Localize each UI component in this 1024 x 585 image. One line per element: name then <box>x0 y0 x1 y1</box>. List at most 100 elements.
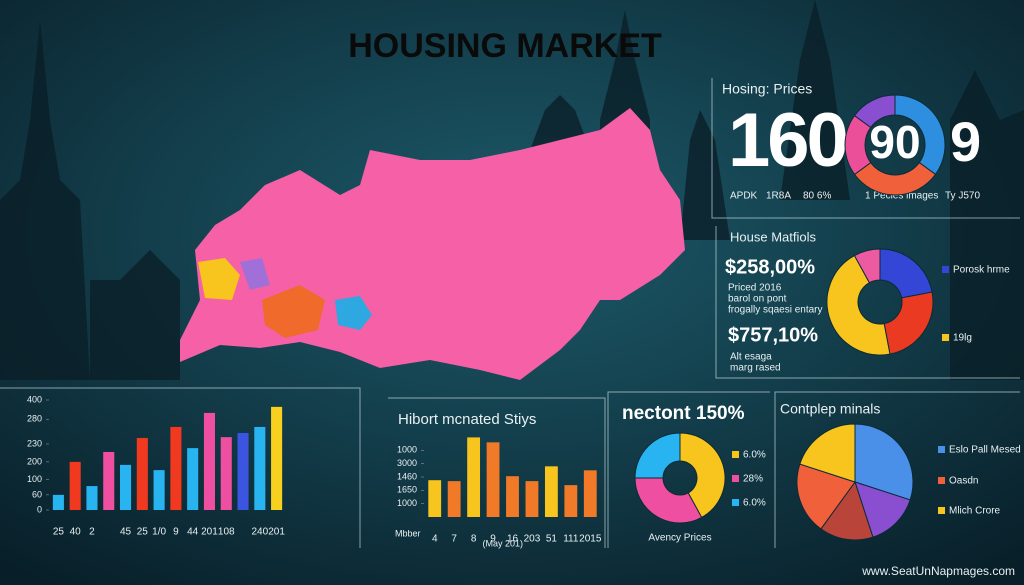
bar <box>506 476 519 517</box>
x-tick-label: 2015 <box>579 534 602 545</box>
x-tick-label: 240 <box>251 527 268 538</box>
bar <box>237 433 249 510</box>
x-tick-label: 201 <box>268 527 285 538</box>
x-tick-label: 203 <box>524 534 541 545</box>
bar <box>447 481 461 517</box>
stat-value: $258,00% <box>725 256 815 278</box>
x-tick-label: 7 <box>451 534 457 545</box>
legend-label: Oasdn <box>949 476 978 487</box>
skyline <box>0 0 1024 380</box>
bar <box>69 461 81 510</box>
x-tick-label: 8 <box>471 534 477 545</box>
y-tick-label: 230 <box>27 438 42 448</box>
x-tick-label: 25 <box>137 527 149 538</box>
bar <box>254 426 266 510</box>
y-tick-label: 60 <box>32 489 42 499</box>
chart-title: Hibort mcnated Stiys <box>398 411 536 428</box>
slice <box>799 423 856 483</box>
bar <box>544 466 558 517</box>
legend-swatch <box>732 451 739 458</box>
stat-label: 1R8A <box>766 191 791 202</box>
legend-label: 28% <box>743 474 763 485</box>
x-tick-label: 2 <box>89 527 95 538</box>
title: HOUSING MARKET <box>348 27 662 65</box>
legend-swatch <box>942 266 949 273</box>
stat-note: marg rased <box>730 363 781 374</box>
bar <box>103 451 115 510</box>
legend-label: Eslo Pall Mesed <box>949 445 1021 456</box>
stat-label: APDK <box>730 191 758 202</box>
chart-title: nectont 150% <box>622 403 745 424</box>
bar <box>564 485 578 517</box>
chart-title: Contplep minals <box>780 401 880 417</box>
legend-label: 19lg <box>953 333 972 344</box>
panel-heading: House Matfiols <box>730 229 816 244</box>
x-tick-label: 51 <box>546 534 558 545</box>
x-tick-label: 16 <box>507 534 519 545</box>
stat-note: Priced 2016 <box>728 283 782 294</box>
stat-note: frogally sqaesi entary <box>728 305 823 316</box>
panel-frames <box>0 78 1020 548</box>
panel-heading: Hosing: Prices <box>722 81 812 97</box>
slice <box>826 254 891 356</box>
bar <box>428 480 442 517</box>
bar <box>136 437 148 510</box>
stat-label: Ty J570 <box>945 191 980 202</box>
slice <box>879 248 933 299</box>
stat-label: 1 Pecies images <box>865 191 938 202</box>
legend-label: Mlich Crore <box>949 506 1001 517</box>
x-tick-label: 9 <box>490 534 496 545</box>
y-tick-label: 280 <box>27 414 42 424</box>
slice <box>853 94 896 129</box>
y-tick-label: 1650 <box>397 485 417 495</box>
y-tick-label: 400 <box>27 394 42 404</box>
chart-subtitle: Avency Prices <box>648 533 711 544</box>
x-tick-label: 111 <box>563 534 579 545</box>
donut-center: 90 <box>869 116 920 168</box>
x-tick-label: 201 <box>201 527 218 538</box>
slice <box>883 291 934 355</box>
legend-swatch <box>938 446 945 453</box>
legend-swatch <box>732 499 739 506</box>
bar <box>153 470 165 510</box>
x-tick-label: 1/0 <box>152 527 166 538</box>
bar <box>467 437 481 517</box>
side-number: 9 <box>950 110 981 173</box>
legend-swatch <box>938 477 945 484</box>
bar <box>271 406 283 510</box>
bar <box>119 464 132 510</box>
map <box>180 108 685 380</box>
y-tick-label: 100 <box>27 474 42 484</box>
slice <box>634 432 681 479</box>
slice <box>634 477 703 524</box>
y-tick-label: 1460 <box>397 471 417 481</box>
slice <box>679 432 726 519</box>
legend-label: 6.0% <box>743 450 766 461</box>
bar <box>525 481 539 517</box>
x-tick-label: 44 <box>187 527 199 538</box>
legend-label: 6.0% <box>743 498 766 509</box>
y-tick-label: 0 <box>37 504 42 514</box>
bar <box>486 442 500 517</box>
legend-label: Porosk hrme <box>953 265 1010 276</box>
y-tick-label: 1000 <box>397 445 417 455</box>
legend-swatch <box>938 507 945 514</box>
x-tick-label: 40 <box>70 527 82 538</box>
stat-note: barol on pont <box>728 294 787 305</box>
x-tick-label: 45 <box>120 527 132 538</box>
x-tick-label: 108 <box>218 527 235 538</box>
stat-label: 80 6% <box>803 191 831 202</box>
bar <box>170 426 182 510</box>
slice <box>853 248 881 284</box>
slice <box>820 480 874 541</box>
x-axis-label: (May 201) <box>483 538 524 548</box>
y-tick-label: 3000 <box>397 458 417 468</box>
bar <box>187 448 199 510</box>
stat-note: Alt esaga <box>730 352 772 363</box>
bar <box>86 486 98 510</box>
slice <box>796 463 856 530</box>
watermark: www.SeatUnNapmages.com <box>861 564 1015 578</box>
x-tick-label: 25 <box>53 527 65 538</box>
big-number: 160 <box>728 98 847 183</box>
